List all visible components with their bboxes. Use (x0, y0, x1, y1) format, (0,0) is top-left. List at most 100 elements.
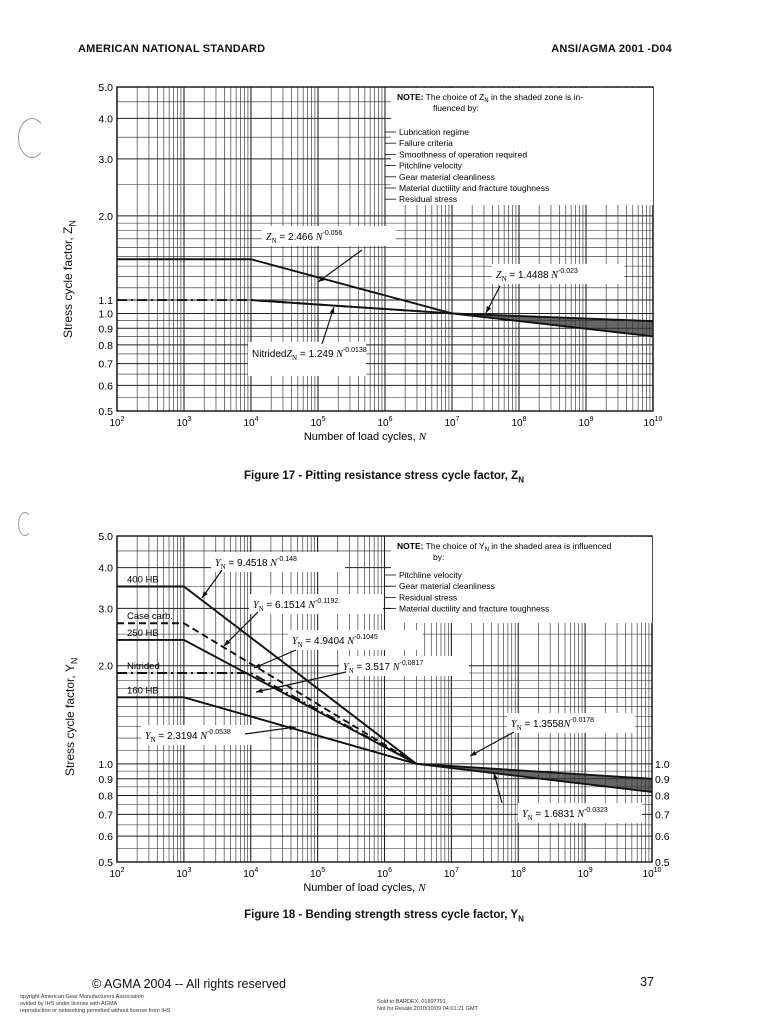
equation-symbol: Y (253, 600, 260, 611)
license-fine-print: opyright American Gear Manufacturers Ass… (20, 994, 171, 1014)
equation-exponent: -0.0178 (570, 717, 594, 724)
tick-exponent: 8 (522, 867, 526, 874)
equation-subscript: N (517, 724, 522, 732)
arrowhead-icon (318, 276, 325, 282)
x-axis-label-variable: N (417, 882, 426, 894)
x-tick-label: 107 (444, 867, 459, 880)
note-title: NOTE: (397, 92, 424, 102)
arrowhead-icon (329, 307, 335, 314)
series-line-6 (416, 762, 653, 793)
plot-frame (116, 86, 654, 412)
x-tick-label: 108 (511, 416, 526, 429)
equation-coefficient: = 9.4518 (226, 558, 271, 569)
figure-caption: Figure 18 - Bending strength stress cycl… (244, 909, 524, 924)
chart-svg: NOTE: The choice of YN in the shaded are… (98, 531, 670, 894)
y-tick-label-right: 0.6 (655, 831, 670, 843)
y-tick-label: 3.0 (98, 154, 113, 166)
annotation-box (507, 713, 635, 733)
scan-mark-icon (18, 512, 32, 536)
note-item: Lubrication regime (399, 127, 469, 137)
equation-subscript: N (349, 667, 354, 675)
tick-exponent: 8 (523, 416, 527, 423)
header-right: ANSI/AGMA 2001 -D04 (551, 43, 672, 55)
equation-variable: N (392, 662, 401, 673)
series-line-4 (117, 696, 417, 765)
annotation-leader (469, 731, 515, 757)
note-heading: NOTE: The choice of YN in the shaded are… (397, 541, 612, 553)
y-tick-label-right: 0.5 (655, 857, 670, 869)
equation-subscript: N (298, 641, 303, 649)
note-text: The choice of Z (423, 92, 484, 102)
y-tick-label-right: 1.0 (655, 759, 670, 771)
equation-symbol: Y (215, 558, 222, 569)
series-line-2 (451, 312, 654, 323)
tick-exponent: 4 (254, 867, 258, 874)
note-text: fluenced by: (433, 103, 479, 113)
note-item: Gear material cleanliness (399, 172, 495, 182)
note-text: in the shaded zone is in- (489, 92, 584, 102)
note: NOTE: The choice of ZN in the shaded zon… (385, 92, 583, 204)
y-axis-label: Stress cycle factor, ZN (61, 220, 78, 338)
tick-base: 10 (578, 418, 590, 429)
series-label: 160 HB (127, 685, 159, 696)
equation-symbol: Z (286, 349, 292, 360)
equation-exponent: -0.023 (558, 268, 578, 275)
y-tick-label: 5.0 (98, 82, 113, 94)
tick-base: 10 (243, 418, 255, 429)
y-tick-label: 0.7 (98, 809, 113, 821)
note-text: by: (433, 552, 444, 562)
equation-variable: N (307, 600, 316, 611)
note: NOTE: The choice of YN in the shaded are… (385, 541, 612, 614)
tick-exponent: 5 (321, 867, 325, 874)
arrowhead-icon (202, 591, 208, 598)
tick-exponent: 10 (654, 867, 662, 874)
equation-label: YN = 3.517 N-0.0817 (343, 660, 423, 675)
tick-base: 10 (643, 869, 655, 880)
y-tick-label: 2.0 (98, 661, 113, 673)
equation-label: YN = 1.3558N-0.0178 (511, 717, 594, 732)
x-tick-label: 103 (176, 416, 191, 429)
arrowhead-icon (254, 663, 261, 668)
equation-subscript: N (502, 275, 507, 283)
y-tick-label-right: 0.8 (655, 790, 670, 802)
equation-exponent: -0.0538 (207, 729, 231, 736)
equation-variable: N (563, 719, 572, 730)
y-tick-labels-right: 1.0 0.9 0.8 0.7 0.6 0.5 (655, 759, 670, 869)
equation-subscript: N (221, 563, 226, 571)
equation-exponent: -0.1192 (315, 598, 338, 605)
tick-base: 10 (444, 418, 456, 429)
equation-subscript: N (528, 814, 533, 822)
arrowhead-icon (470, 750, 477, 756)
y-tick-label: 5.0 (98, 531, 113, 543)
equation-label: YN = 1.6831 N-0.0323 (522, 807, 608, 822)
tick-base: 10 (377, 418, 389, 429)
equation-exponent: -0.056 (323, 230, 343, 237)
x-axis-label: Number of load cycles, N (304, 431, 427, 443)
x-tick-label: 108 (511, 867, 526, 880)
y-tick-label: 0.7 (98, 359, 113, 371)
annotation-box (339, 656, 469, 676)
equation-symbol: Y (511, 719, 518, 730)
equation-subscript: N (151, 736, 156, 744)
header-left: AMERICAN NATIONAL STANDARD (78, 43, 266, 55)
annotation-prefix: Nitrided (252, 349, 286, 360)
tick-base: 10 (511, 869, 523, 880)
tick-base: 10 (310, 869, 322, 880)
annotation-leader (255, 671, 347, 693)
tick-exponent: 3 (188, 416, 192, 423)
tick-base: 10 (176, 418, 188, 429)
equation-coefficient: = 1.6831 (533, 809, 578, 820)
annotation-leader (253, 649, 297, 669)
note-item: Material ductility and fracture toughnes… (399, 183, 549, 193)
annotation-box (492, 264, 624, 284)
equation-symbol: Y (292, 636, 299, 647)
equation-variable: N (335, 349, 344, 360)
tick-base: 10 (176, 869, 188, 880)
chart-bending-strength: NOTE: The choice of YN in the shaded are… (0, 520, 768, 900)
y-tick-label: 4.0 (98, 113, 113, 125)
series-label: Case carb. (127, 611, 173, 622)
sale-fine-print: Sold to:BARDEX, 01897791 Not for Resale,… (377, 999, 478, 1012)
tick-base: 10 (444, 869, 456, 880)
note-title: NOTE: (397, 541, 424, 551)
equation-symbol: Z (266, 232, 272, 243)
